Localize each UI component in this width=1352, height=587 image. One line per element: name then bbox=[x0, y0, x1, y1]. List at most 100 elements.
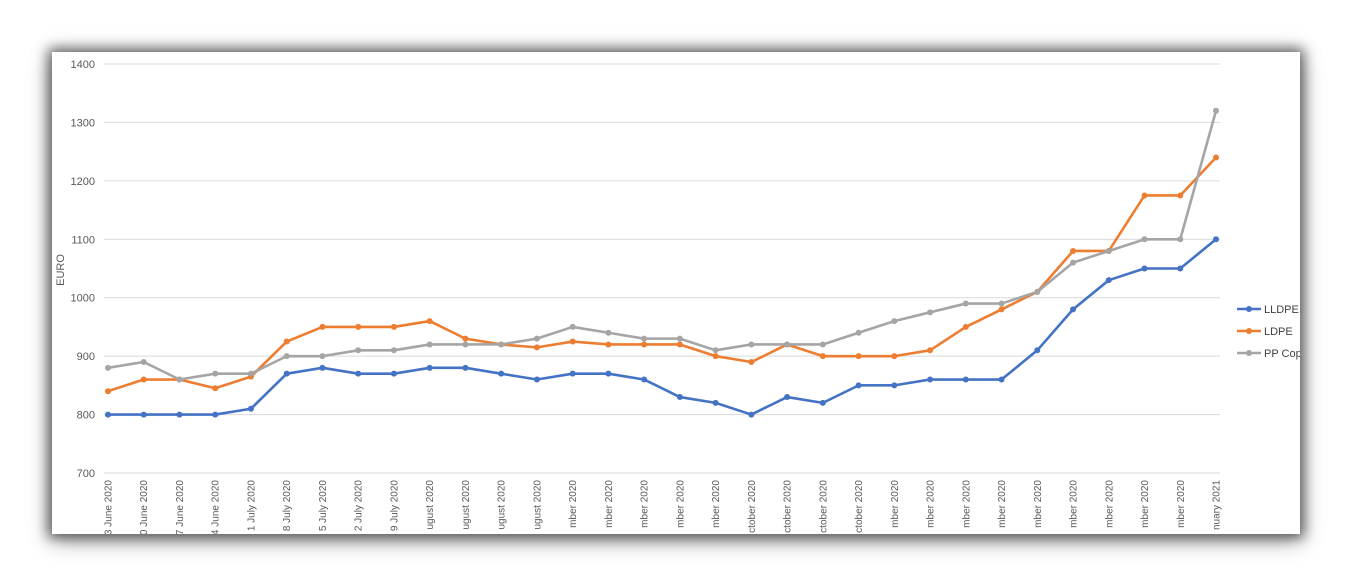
data-point bbox=[283, 353, 290, 360]
data-point bbox=[355, 347, 362, 354]
x-tick-label: 9 July 2020 bbox=[389, 480, 400, 532]
data-point bbox=[140, 411, 147, 418]
data-point bbox=[891, 382, 898, 389]
data-point bbox=[641, 376, 648, 383]
x-tick-label: mber 2020 bbox=[961, 480, 972, 528]
legend-item: LLDPE bbox=[1237, 304, 1299, 316]
x-tick-label: mber 2020 bbox=[1176, 480, 1187, 528]
data-point bbox=[426, 341, 433, 348]
x-tick-label: nuary 2021 bbox=[1212, 480, 1223, 530]
data-point bbox=[891, 318, 898, 325]
y-tick-label: 1400 bbox=[71, 59, 95, 71]
data-point bbox=[1213, 154, 1219, 161]
data-point bbox=[1213, 236, 1219, 243]
data-point bbox=[605, 370, 612, 377]
x-tick-label: 4 June 2020 bbox=[211, 480, 222, 534]
data-point bbox=[712, 347, 719, 354]
data-point bbox=[748, 411, 755, 418]
data-point bbox=[212, 370, 219, 377]
x-tick-label: 7 June 2020 bbox=[175, 480, 186, 534]
x-tick-labels: 3 June 2020 0 June 2020 7 June 2020 4 June … bbox=[104, 480, 1223, 534]
x-tick-label: ugust 2020 bbox=[497, 480, 508, 530]
data-point bbox=[212, 385, 219, 392]
data-point bbox=[855, 382, 862, 389]
data-point bbox=[998, 376, 1005, 383]
x-tick-label: 1 July 2020 bbox=[246, 480, 257, 532]
y-axis-label: EURO bbox=[55, 254, 67, 286]
data-point bbox=[569, 370, 576, 377]
data-point bbox=[1070, 247, 1077, 254]
y-tick-label: 900 bbox=[77, 351, 95, 363]
data-point bbox=[390, 370, 397, 377]
x-tick-label: mber 2020 bbox=[1069, 480, 1080, 528]
data-point bbox=[1070, 306, 1077, 313]
data-point bbox=[105, 388, 111, 395]
data-point bbox=[676, 335, 683, 342]
data-point bbox=[283, 370, 290, 377]
series-lldpe bbox=[105, 236, 1219, 418]
x-tick-label: mber 2020 bbox=[926, 480, 937, 528]
y-tick-label: 800 bbox=[77, 410, 95, 422]
x-tick-label: ugust 2020 bbox=[532, 480, 543, 530]
data-point bbox=[355, 323, 362, 330]
data-point bbox=[212, 411, 219, 418]
data-point bbox=[784, 341, 791, 348]
data-point bbox=[712, 353, 719, 360]
legend-item: PP Cop bbox=[1237, 348, 1300, 360]
data-point bbox=[712, 399, 719, 406]
x-tick-label: mber 2020 bbox=[640, 480, 651, 528]
x-tick-label: ugust 2020 bbox=[425, 480, 436, 530]
x-tick-label: 2 July 2020 bbox=[354, 480, 365, 532]
series-pp-cop bbox=[105, 107, 1219, 383]
data-point bbox=[998, 306, 1005, 313]
data-point bbox=[498, 341, 505, 348]
data-point bbox=[641, 335, 648, 342]
data-point bbox=[962, 300, 969, 307]
data-point bbox=[855, 353, 862, 360]
chart-card: 700 800 900 1000 1100 1200 1300 1400 EURO 3 Jun… bbox=[52, 52, 1300, 534]
legend: LLDPE LDPE PP Cop bbox=[1237, 304, 1300, 360]
data-point bbox=[748, 341, 755, 348]
data-point bbox=[140, 376, 147, 383]
data-point bbox=[569, 323, 576, 330]
x-tick-label: mber 2020 bbox=[890, 480, 901, 528]
series-line bbox=[106, 109, 1218, 381]
data-point bbox=[891, 353, 898, 360]
data-point bbox=[605, 329, 612, 336]
legend-swatch-marker bbox=[1246, 350, 1252, 356]
data-point bbox=[426, 364, 433, 371]
data-point bbox=[426, 318, 433, 325]
data-point bbox=[1177, 192, 1184, 199]
y-tick-label: 700 bbox=[77, 468, 95, 480]
data-point bbox=[176, 411, 183, 418]
data-point bbox=[498, 370, 505, 377]
data-point bbox=[176, 376, 183, 383]
data-point bbox=[1177, 236, 1184, 243]
legend-label: PP Cop bbox=[1264, 348, 1300, 360]
data-point bbox=[855, 329, 862, 336]
data-point bbox=[1105, 277, 1112, 284]
data-point bbox=[283, 338, 290, 345]
line-chart: 700 800 900 1000 1100 1200 1300 1400 EURO 3 Jun… bbox=[55, 59, 1300, 534]
data-point bbox=[462, 335, 469, 342]
data-point bbox=[962, 323, 969, 330]
data-point bbox=[1105, 247, 1112, 254]
x-tick-label: 3 June 2020 bbox=[104, 480, 115, 534]
data-point bbox=[927, 376, 934, 383]
data-point bbox=[105, 364, 111, 371]
data-point bbox=[105, 411, 111, 418]
data-point bbox=[962, 376, 969, 383]
data-point bbox=[819, 399, 826, 406]
series-lines bbox=[105, 107, 1219, 418]
x-tick-label: mber 2020 bbox=[1104, 480, 1115, 528]
data-point bbox=[1177, 265, 1184, 272]
data-point bbox=[390, 323, 397, 330]
data-point bbox=[355, 370, 362, 377]
legend-label: LDPE bbox=[1264, 326, 1293, 338]
series-ldpe bbox=[105, 154, 1219, 395]
x-tick-label: mber 2020 bbox=[711, 480, 722, 528]
x-tick-label: ctober 2020 bbox=[747, 480, 758, 533]
data-point bbox=[569, 338, 576, 345]
legend-item: LDPE bbox=[1237, 326, 1293, 338]
data-point bbox=[319, 353, 326, 360]
